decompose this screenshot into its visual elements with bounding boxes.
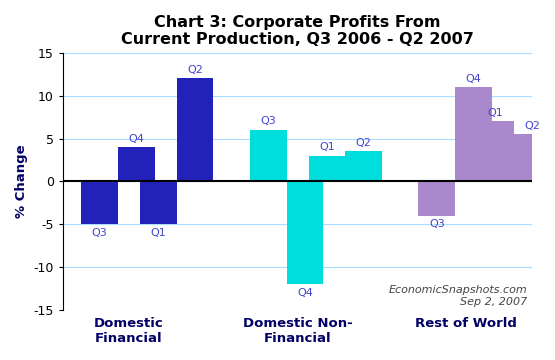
Text: Q1: Q1: [487, 108, 503, 118]
Bar: [176, 78, 213, 181]
Bar: [250, 130, 286, 181]
Bar: [81, 181, 118, 224]
Text: Q2: Q2: [356, 138, 371, 148]
Text: Sep 2, 2007: Sep 2, 2007: [460, 297, 527, 307]
Title: Chart 3: Corporate Profits From
Current Production, Q3 2006 - Q2 2007: Chart 3: Corporate Profits From Current …: [121, 15, 474, 48]
Bar: [455, 87, 492, 181]
Bar: [345, 151, 382, 181]
Bar: [140, 181, 176, 224]
Text: Q3: Q3: [429, 219, 445, 229]
Text: EconomicSnapshots.com: EconomicSnapshots.com: [388, 285, 527, 294]
Text: Q1: Q1: [150, 228, 166, 238]
Y-axis label: % Change: % Change: [15, 145, 28, 218]
Text: Q1: Q1: [319, 142, 335, 152]
Bar: [418, 181, 455, 216]
Bar: [118, 147, 155, 181]
Text: Q2: Q2: [524, 121, 540, 131]
Text: Q4: Q4: [128, 134, 144, 144]
Text: Q4: Q4: [297, 288, 313, 298]
Text: Q3: Q3: [260, 117, 276, 126]
Text: Q2: Q2: [187, 65, 203, 75]
Bar: [286, 181, 323, 284]
Text: Q3: Q3: [92, 228, 108, 238]
Text: Q4: Q4: [466, 73, 481, 84]
Bar: [309, 156, 345, 181]
Bar: [477, 121, 514, 181]
Bar: [514, 134, 551, 181]
